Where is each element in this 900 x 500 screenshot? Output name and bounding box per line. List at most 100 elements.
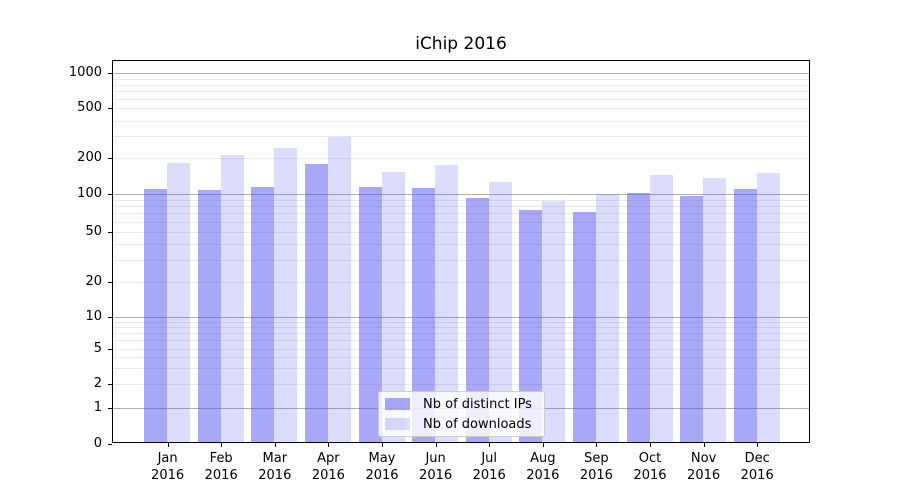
- bar-downloads: [167, 163, 191, 443]
- x-tick-label: Feb 2016: [204, 451, 238, 483]
- x-tick-label: Nov 2016: [687, 451, 721, 483]
- grid-line-minor: [113, 259, 809, 261]
- y-tick-mark: [108, 281, 112, 283]
- grid-line-minor: [113, 281, 809, 283]
- x-tick-mark: [757, 443, 759, 447]
- bar-downloads: [542, 201, 566, 443]
- legend-label-distinct-ips: Nb of distinct IPs: [423, 396, 532, 412]
- legend-row-distinct-ips: Nb of distinct IPs: [385, 397, 544, 412]
- legend-row-downloads: Nb of downloads: [385, 417, 544, 432]
- grid-line-minor: [113, 221, 809, 223]
- bar-distinct-ips: [197, 190, 221, 443]
- grid-line-minor: [113, 91, 809, 93]
- bar-distinct-ips: [733, 188, 757, 443]
- bar-downloads: [703, 177, 727, 443]
- bar-distinct-ips: [572, 211, 596, 443]
- grid-line-minor: [113, 368, 809, 370]
- grid-line-minor: [113, 108, 809, 110]
- y-tick-mark: [108, 73, 112, 75]
- bar-downloads: [488, 182, 512, 443]
- y-tick-mark: [108, 108, 112, 110]
- x-tick-mark: [435, 443, 437, 447]
- x-tick-label: Dec 2016: [740, 451, 774, 483]
- grid-line-minor: [113, 340, 809, 342]
- y-tick-mark: [108, 408, 112, 410]
- legend-label-downloads: Nb of downloads: [423, 416, 532, 432]
- grid-line-minor: [113, 78, 809, 80]
- bar-downloads: [595, 194, 619, 443]
- grid-line-minor: [113, 213, 809, 215]
- bar-distinct-ips: [626, 192, 650, 443]
- bar-distinct-ips: [144, 189, 168, 443]
- x-tick-mark: [221, 443, 223, 447]
- bar-distinct-ips: [519, 210, 543, 443]
- x-tick-mark: [328, 443, 330, 447]
- grid-line-minor: [113, 357, 809, 359]
- bar-downloads: [435, 165, 459, 443]
- grid-line-minor: [113, 231, 809, 233]
- y-tick-mark: [108, 231, 112, 233]
- x-tick-mark: [274, 443, 276, 447]
- y-tick-mark: [108, 316, 112, 318]
- x-tick-mark: [542, 443, 544, 447]
- y-tick-label: 5: [93, 340, 102, 356]
- x-tick-label: Sep 2016: [579, 451, 613, 483]
- grid-line-minor: [113, 158, 809, 160]
- y-tick-mark: [108, 384, 112, 385]
- y-tick-label: 2: [93, 376, 102, 391]
- x-tick-label: Jul 2016: [472, 451, 506, 483]
- x-tick-mark: [489, 443, 491, 447]
- y-tick-label: 1000: [68, 65, 102, 81]
- y-tick-label: 500: [77, 100, 102, 116]
- legend-swatch-downloads: [385, 418, 410, 430]
- bar-downloads: [649, 174, 673, 443]
- y-tick-label: 100: [77, 186, 102, 201]
- x-tick-label: Jan 2016: [151, 451, 185, 483]
- y-tick-label: 1: [93, 400, 102, 416]
- x-tick-mark: [703, 443, 705, 447]
- chart-title: iChip 2016: [415, 34, 507, 54]
- bar-distinct-ips: [465, 197, 489, 443]
- bar-downloads: [756, 173, 780, 443]
- grid-line-major: [113, 194, 809, 195]
- y-tick-label: 10: [85, 308, 102, 324]
- bar-downloads: [327, 137, 351, 443]
- y-tick-label: 20: [85, 273, 102, 289]
- x-tick-label: May 2016: [365, 451, 399, 483]
- legend: Nb of distinct IPs Nb of downloads: [378, 391, 545, 437]
- grid-line-minor: [113, 120, 809, 122]
- bar-distinct-ips: [358, 186, 382, 443]
- bar-downloads: [220, 155, 244, 443]
- bar-distinct-ips: [304, 163, 328, 443]
- x-tick-mark: [596, 443, 598, 447]
- y-tick-label: 200: [77, 150, 102, 166]
- y-tick-mark: [108, 158, 112, 160]
- y-tick-label: 50: [85, 223, 102, 239]
- grid-line-minor: [113, 206, 809, 208]
- grid-line-minor: [113, 199, 809, 201]
- grid-line-major: [113, 316, 809, 318]
- x-tick-label: Mar 2016: [258, 451, 292, 483]
- x-tick-mark: [167, 443, 169, 447]
- x-tick-label: Jun 2016: [419, 451, 453, 483]
- x-tick-mark: [382, 443, 383, 447]
- grid-line-major: [113, 73, 809, 75]
- grid-line-minor: [113, 348, 809, 350]
- legend-swatch-distinct-ips: [385, 398, 410, 410]
- grid-line-minor: [113, 333, 809, 335]
- x-tick-label: Apr 2016: [311, 451, 345, 483]
- y-tick-label: 0: [93, 435, 102, 451]
- grid-line-minor: [113, 84, 809, 86]
- bar-downloads: [274, 148, 298, 443]
- grid-line-minor: [113, 136, 809, 138]
- grid-line-minor: [113, 243, 809, 245]
- bar-distinct-ips: [680, 195, 704, 443]
- x-tick-mark: [650, 443, 651, 447]
- x-tick-label: Aug 2016: [526, 451, 560, 483]
- bar-downloads: [381, 172, 405, 443]
- y-tick-mark: [108, 194, 112, 195]
- bar-distinct-ips: [412, 188, 436, 443]
- grid-line-minor: [113, 99, 809, 101]
- grid-line-minor: [113, 384, 809, 385]
